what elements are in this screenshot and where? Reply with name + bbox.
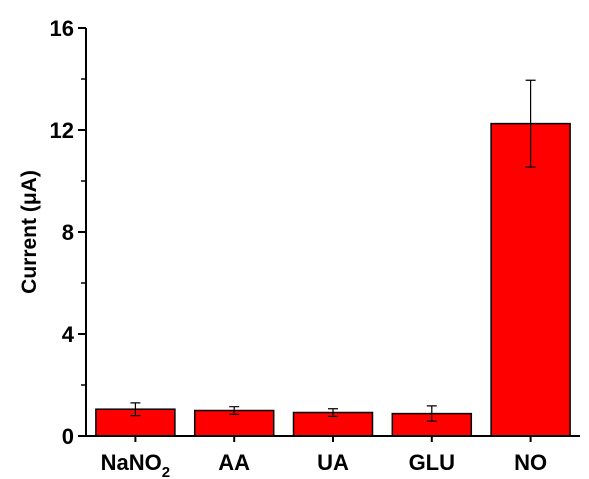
error-bars-layer xyxy=(130,79,536,422)
error-bar-nano2 xyxy=(130,402,141,417)
error-bar-ua xyxy=(328,408,338,417)
x-tick-labels: NaNO2 AA UA GLU NO xyxy=(101,436,547,479)
y-ticks: 0 4 8 12 16 xyxy=(50,16,86,449)
y-tick-label-8: 8 xyxy=(62,220,74,245)
y-tick-label-4: 4 xyxy=(62,322,75,347)
x-tick-label-main: AA xyxy=(218,450,250,475)
x-tick-label-glu: GLU xyxy=(409,450,455,475)
x-tick-label-main: NaNO xyxy=(101,450,162,475)
x-tick-label-no: NO xyxy=(514,450,547,475)
y-tick-label-0: 0 xyxy=(62,424,74,449)
y-tick-label-16: 16 xyxy=(50,16,74,41)
x-tick-label-main: NO xyxy=(514,450,547,475)
x-tick-label-main: GLU xyxy=(409,450,455,475)
error-bar-glu xyxy=(426,405,437,422)
y-axis-title: Current (μA) xyxy=(18,170,41,294)
x-tick-label-subscript: 2 xyxy=(162,464,170,479)
error-bar-no xyxy=(525,79,536,168)
x-tick-label-aa: AA xyxy=(218,450,250,475)
error-bar-aa xyxy=(229,406,240,415)
x-tick-label-ua: UA xyxy=(317,450,349,475)
y-tick-label-12: 12 xyxy=(50,118,74,143)
bars-layer xyxy=(95,122,571,437)
x-tick-label-nano2: NaNO2 xyxy=(101,450,170,479)
x-tick-label-main: UA xyxy=(317,450,349,475)
bar-no xyxy=(490,122,571,437)
